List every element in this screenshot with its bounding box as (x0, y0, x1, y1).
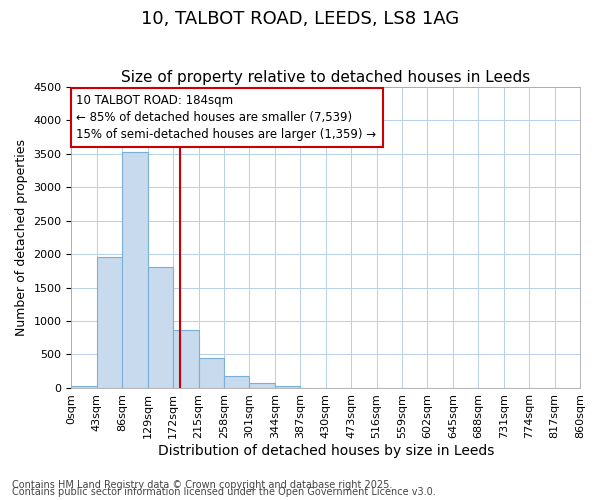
Bar (173, 330, 199, 388)
Bar (122, 152, 148, 388)
Bar (148, 268, 173, 388)
Bar (224, 376, 250, 388)
Text: 10, TALBOT ROAD, LEEDS, LS8 1AG: 10, TALBOT ROAD, LEEDS, LS8 1AG (141, 10, 459, 28)
Title: Size of property relative to detached houses in Leeds: Size of property relative to detached ho… (121, 70, 530, 86)
Bar (199, 358, 224, 388)
Bar (71, 386, 97, 388)
Text: 10 TALBOT ROAD: 184sqm
← 85% of detached houses are smaller (7,539)
15% of semi-: 10 TALBOT ROAD: 184sqm ← 85% of detached… (76, 94, 377, 141)
Text: Contains public sector information licensed under the Open Government Licence v3: Contains public sector information licen… (12, 487, 436, 497)
Text: Contains HM Land Registry data © Crown copyright and database right 2025.: Contains HM Land Registry data © Crown c… (12, 480, 392, 490)
Bar (97, 258, 122, 388)
Bar (250, 383, 275, 388)
Y-axis label: Number of detached properties: Number of detached properties (15, 139, 28, 336)
Bar (275, 386, 300, 388)
X-axis label: Distribution of detached houses by size in Leeds: Distribution of detached houses by size … (158, 444, 494, 458)
